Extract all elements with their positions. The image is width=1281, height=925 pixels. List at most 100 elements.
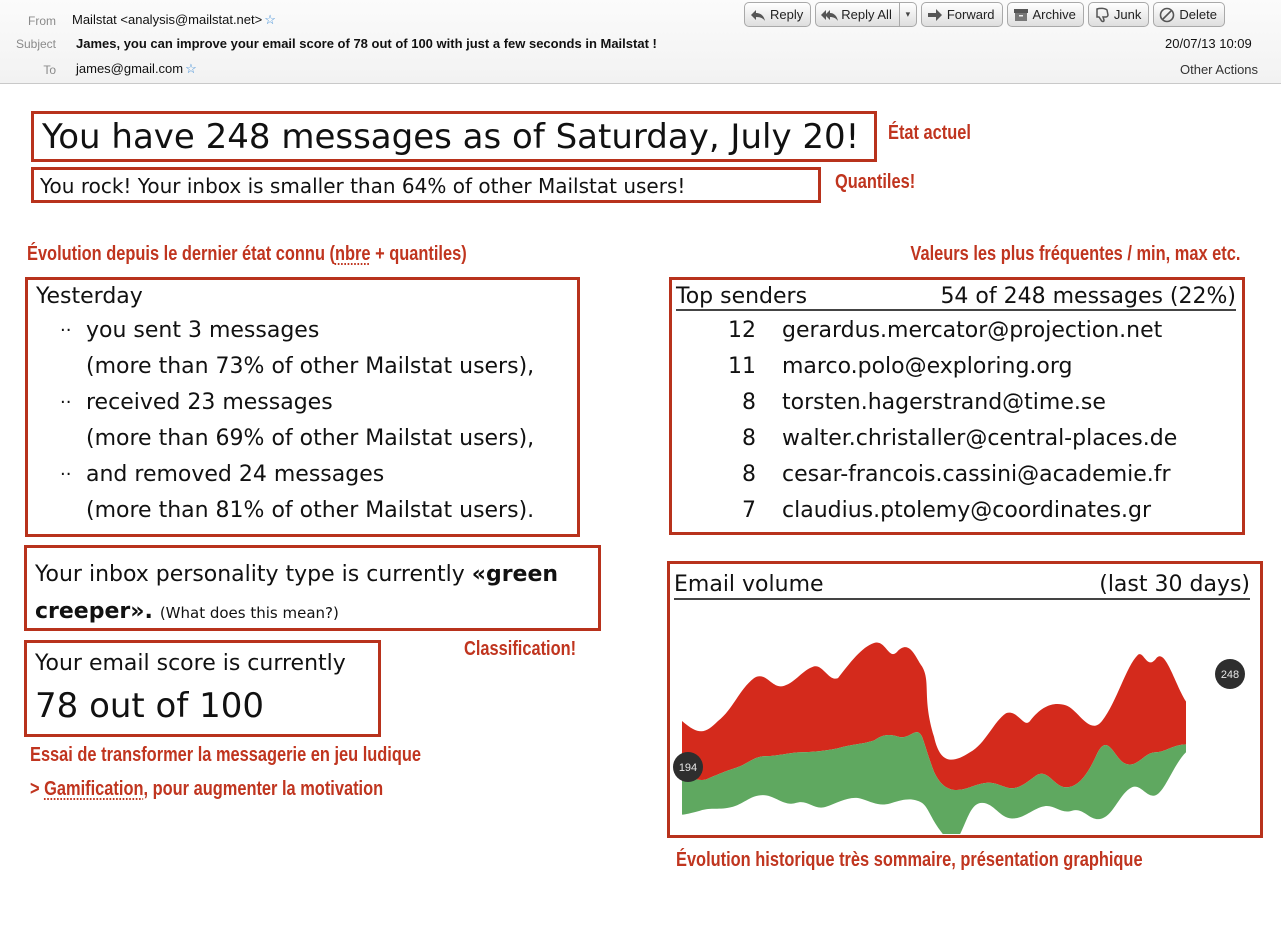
sender-row[interactable]: 11 marco.polo@exploring.org — [672, 354, 1242, 390]
top-senders-box: Top senders 54 of 248 messages (22%) 12 … — [669, 277, 1245, 535]
sender-row[interactable]: 8 cesar-francois.cassini@academie.fr — [672, 462, 1242, 498]
sender-count: 8 — [742, 462, 756, 487]
annotation-gamification-word: Gamification — [44, 778, 144, 800]
email-volume-header: Email volume (last 30 days) — [674, 572, 1250, 600]
other-actions-menu[interactable]: Other Actions — [1180, 62, 1259, 77]
archive-label: Archive — [1032, 7, 1076, 22]
reply-all-dropdown[interactable]: ▾ — [899, 2, 917, 27]
annotation-gamification-line1: Essai de transformer la messagerie en je… — [30, 744, 422, 766]
star-icon[interactable]: ☆ — [264, 12, 276, 27]
yesterday-item-received-detail: (more than 69% of other Mailstat users), — [86, 426, 535, 451]
archive-box-icon — [1013, 7, 1029, 23]
annotation-valeurs: Valeurs les plus fréquentes / min, max e… — [910, 243, 1240, 265]
yesterday-item-sent: you sent 3 messages — [86, 318, 320, 343]
forward-label: Forward — [946, 7, 995, 22]
annotation-gamification-line2: > Gamification, pour augmenter la motiva… — [30, 778, 383, 801]
subline-box: You rock! Your inbox is smaller than 64%… — [31, 167, 821, 203]
email-volume-title: Email volume — [674, 572, 824, 597]
volume-red-stream — [682, 642, 1186, 791]
reply-all-arrow-icon — [821, 7, 839, 23]
delete-button[interactable]: Delete — [1153, 2, 1225, 27]
star-icon[interactable]: ☆ — [185, 61, 197, 76]
reply-all-button[interactable]: Reply All — [815, 2, 900, 27]
yesterday-item-removed: and removed 24 messages — [86, 462, 385, 487]
annotation-evolution: Évolution depuis le dernier état connu (… — [27, 243, 467, 266]
bullet: ·· — [60, 464, 72, 485]
annotation-etat-actuel: État actuel — [888, 122, 971, 144]
email-volume-box: Email volume (last 30 days) 194 248 — [667, 561, 1263, 838]
bullet: ·· — [60, 392, 72, 413]
score-value: 78 out of 100 — [35, 686, 265, 726]
junk-label: Junk — [1113, 7, 1142, 22]
annotation-quantiles: Quantiles! — [835, 171, 916, 193]
annotation-gamification-suffix: , pour augmenter la motivation — [143, 778, 384, 800]
sender-email[interactable]: claudius.ptolemy@coordinates.gr — [782, 498, 1152, 523]
to-address[interactable]: james@gmail.com — [76, 61, 184, 76]
junk-button[interactable]: Junk — [1087, 2, 1150, 27]
volume-start-badge: 194 — [673, 752, 703, 782]
sender-row[interactable]: 12 gerardus.mercator@projection.net — [672, 318, 1242, 354]
volume-end-badge: 248 — [1215, 659, 1245, 689]
annotation-gamification-prefix: > — [30, 778, 45, 800]
personality-prefix: Your inbox personality type is currently — [35, 562, 472, 587]
delete-circle-icon — [1159, 7, 1175, 23]
personality-help-link[interactable]: (What does this mean?) — [159, 604, 339, 622]
subject-value: James, you can improve your email score … — [76, 36, 657, 51]
annotation-evolution-prefix: Évolution depuis le dernier état connu ( — [27, 243, 335, 265]
volume-end-label: 248 — [1221, 669, 1239, 681]
volume-green-stream — [682, 732, 1187, 834]
email-volume-range: (last 30 days) — [1099, 572, 1250, 597]
top-senders-header: Top senders 54 of 248 messages (22%) — [676, 284, 1236, 311]
forward-button[interactable]: Forward — [920, 2, 1003, 27]
subline: You rock! Your inbox is smaller than 64%… — [40, 174, 686, 198]
annotation-evolution-word: nbre — [334, 243, 371, 265]
reply-label: Reply — [770, 7, 804, 22]
forward-arrow-icon — [927, 7, 943, 23]
annotation-historique: Évolution historique très sommaire, prés… — [676, 849, 1143, 871]
top-senders-title: Top senders — [676, 284, 808, 309]
message-header: From Mailstat <analysis@mailstat.net> ☆ S… — [0, 0, 1281, 84]
bullet: ·· — [60, 320, 72, 341]
reply-all-group: Reply All ▾ — [815, 2, 917, 28]
to-label: To — [43, 63, 56, 77]
sender-email[interactable]: marco.polo@exploring.org — [782, 354, 1073, 379]
personality-text: Your inbox personality type is currently… — [35, 556, 558, 632]
from-address[interactable]: Mailstat <analysis@mailstat.net> — [72, 12, 263, 27]
score-label: Your email score is currently — [35, 651, 346, 676]
archive-button[interactable]: Archive — [1006, 2, 1084, 27]
sender-count: 8 — [742, 390, 756, 415]
sender-count: 7 — [742, 498, 756, 523]
sender-count: 12 — [728, 318, 756, 343]
headline: You have 248 messages as of Saturday, Ju… — [42, 117, 860, 157]
sender-email[interactable]: walter.christaller@central-places.de — [782, 426, 1178, 451]
annotation-evolution-suffix: + quantiles) — [370, 243, 467, 265]
sender-count: 8 — [742, 426, 756, 451]
yesterday-item-sent-detail: (more than 73% of other Mailstat users), — [86, 354, 535, 379]
reply-all-label: Reply All — [841, 7, 892, 22]
personality-type-start: «green — [471, 562, 559, 587]
thumbs-down-icon — [1094, 7, 1110, 23]
personality-box: Your inbox personality type is currently… — [24, 545, 601, 631]
sender-email[interactable]: cesar-francois.cassini@academie.fr — [782, 462, 1171, 487]
from-value[interactable]: Mailstat <analysis@mailstat.net> ☆ — [72, 12, 276, 28]
from-label: From — [28, 14, 56, 28]
to-value[interactable]: james@gmail.com ☆ — [76, 61, 197, 77]
yesterday-box: Yesterday ·· you sent 3 messages (more t… — [25, 277, 580, 537]
sender-row[interactable]: 8 torsten.hagerstrand@time.se — [672, 390, 1242, 426]
sender-email[interactable]: torsten.hagerstrand@time.se — [782, 390, 1106, 415]
score-box: Your email score is currently 78 out of … — [24, 640, 381, 737]
top-senders-summary: 54 of 248 messages (22%) — [940, 284, 1236, 309]
sender-count: 11 — [728, 354, 756, 379]
delete-label: Delete — [1179, 7, 1217, 22]
reply-arrow-icon — [750, 7, 766, 23]
yesterday-title: Yesterday — [36, 284, 143, 309]
sender-email[interactable]: gerardus.mercator@projection.net — [782, 318, 1163, 343]
annotation-classification: Classification! — [464, 638, 577, 660]
email-volume-streamgraph: 194 248 — [673, 642, 1245, 834]
message-date: 20/07/13 10:09 — [1165, 36, 1252, 51]
yesterday-item-received: received 23 messages — [86, 390, 333, 415]
sender-row[interactable]: 7 claudius.ptolemy@coordinates.gr — [672, 498, 1242, 534]
message-toolbar: Reply Reply All ▾ Forward Archive — [744, 2, 1225, 28]
reply-button[interactable]: Reply — [744, 2, 812, 27]
sender-row[interactable]: 8 walter.christaller@central-places.de — [672, 426, 1242, 462]
